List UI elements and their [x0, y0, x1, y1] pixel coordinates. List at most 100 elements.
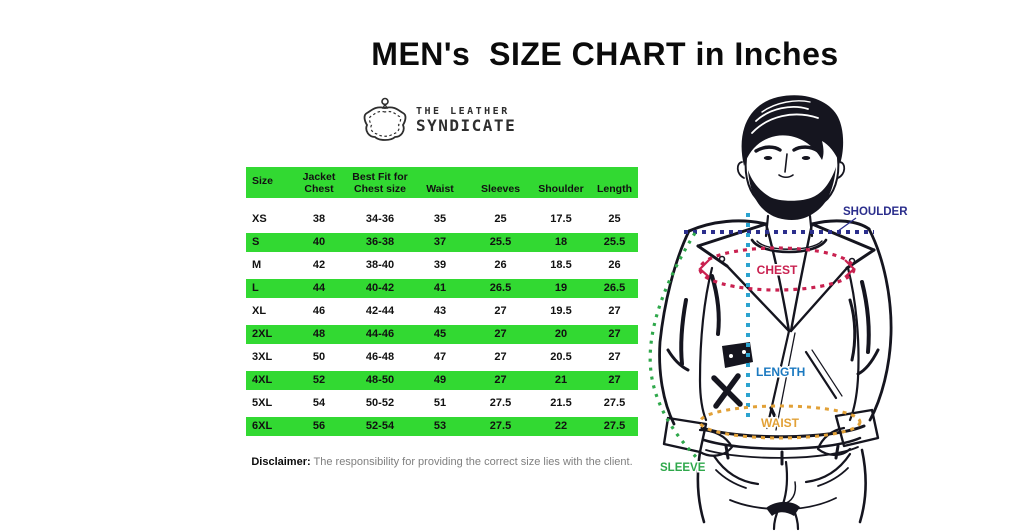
cell-sleeves: 27: [494, 374, 507, 386]
cell-waist: 51: [433, 397, 447, 409]
cell-chest-fit: 42-44: [365, 305, 395, 317]
disclaimer-text: The responsibility for providing the cor…: [310, 456, 633, 468]
chest-arrow-right: [844, 259, 856, 278]
cell-length: 25: [608, 213, 621, 225]
cell-shoulder: 18: [554, 236, 568, 248]
header-length: Length: [597, 183, 632, 195]
cell-jacket-chest: 42: [312, 259, 326, 271]
table-row-xs: XS 38 34-36 35 25 17.5 25: [246, 210, 638, 229]
cell-sleeves: 27: [494, 351, 507, 363]
header-waist: Waist: [426, 183, 454, 195]
cell-chest-fit: 44-46: [365, 328, 395, 340]
header-jacket-chest: Jacket Chest: [302, 171, 336, 195]
cell-sleeves: 27: [494, 305, 507, 317]
waist-label: WAIST: [761, 416, 800, 430]
cell-sleeves: 25: [494, 213, 507, 225]
table-row-3xl: 3XL 50 46-48 47 27 20.5 27: [246, 348, 638, 367]
header-best-fit: Best Fit for Chest size: [350, 171, 410, 195]
table-row-s: S 40 36-38 37 25.5 18 25.5: [246, 233, 638, 252]
cell-chest-fit: 34-36: [365, 213, 395, 225]
cell-sleeves: 27: [494, 328, 507, 340]
cell-shoulder: 22: [554, 420, 568, 432]
cell-size: XS: [252, 213, 267, 225]
cell-shoulder: 19: [554, 282, 568, 294]
cell-shoulder: 18.5: [550, 259, 572, 271]
chest-arrow-left: [698, 259, 710, 278]
cell-jacket-chest: 48: [312, 328, 326, 340]
table-header-row: Size Jacket Chest Best Fit for Chest siz…: [246, 167, 638, 198]
cell-shoulder: 20: [554, 328, 568, 340]
leather-hide-icon: [363, 97, 407, 141]
sleeve-label: SLEEVE: [660, 462, 706, 474]
waist-measure-ellipse: [698, 404, 862, 440]
cell-sleeves: 27.5: [489, 420, 512, 432]
hair: [741, 95, 844, 166]
cell-jacket-chest: 50: [312, 351, 326, 363]
cell-length: 27: [608, 305, 621, 317]
cell-sleeves: 26.5: [489, 282, 512, 294]
man-figure: [658, 95, 893, 531]
cell-waist: 43: [433, 305, 447, 317]
table-row-2xl: 2XL 48 44-46 45 27 20 27: [246, 325, 638, 344]
brand-logo: THE LEATHER SYNDICATE: [360, 96, 516, 144]
disclaimer-label: Disclaimer:: [251, 456, 311, 468]
cell-waist: 37: [433, 236, 447, 248]
chest-label: CHEST: [757, 263, 798, 277]
cell-shoulder: 21.5: [550, 397, 572, 409]
cell-shoulder: 19.5: [550, 305, 572, 317]
cell-size: 4XL: [252, 374, 273, 386]
cell-sleeves: 26: [494, 259, 507, 271]
cell-length: 26.5: [603, 282, 626, 294]
table-row-xl: XL 46 42-44 43 27 19.5 27: [246, 302, 638, 321]
length-label: LENGTH: [756, 365, 805, 379]
cell-size: 5XL: [252, 397, 273, 409]
cell-length: 26: [608, 259, 621, 271]
cell-jacket-chest: 52: [312, 374, 326, 386]
disclaimer: Disclaimer: The responsibility for provi…: [246, 456, 638, 468]
cell-shoulder: 17.5: [550, 213, 572, 225]
table-row-l: L 44 40-42 41 26.5 19 26.5: [246, 279, 638, 298]
shoulder-label: SHOULDER: [843, 206, 908, 218]
sleeve-measure-line: [648, 232, 699, 460]
cell-waist: 39: [433, 259, 447, 271]
cell-size: 6XL: [252, 420, 273, 432]
pocket-flap: [722, 342, 753, 368]
table-row-5xl: 5XL 54 50-52 51 27.5 21.5 27.5: [246, 394, 638, 413]
cell-chest-fit: 48-50: [365, 374, 395, 386]
cell-waist: 47: [433, 351, 447, 363]
cell-length: 27.5: [603, 397, 626, 409]
cell-jacket-chest: 38: [312, 213, 326, 225]
table-body: XS 38 34-36 35 25 17.5 25 S 40 36-38 37 …: [246, 210, 638, 436]
cell-size: XL: [252, 305, 267, 317]
table-row-4xl: 4XL 52 48-50 49 27 21 27: [246, 371, 638, 390]
header-best-fit-line2: Chest size: [354, 182, 406, 195]
header-shoulder: Shoulder: [538, 183, 584, 195]
brand-name-line1: THE LEATHER: [416, 106, 510, 117]
cell-length: 27: [608, 328, 621, 340]
cell-jacket-chest: 56: [312, 420, 326, 432]
size-table: Size Jacket Chest Best Fit for Chest siz…: [246, 167, 638, 440]
cell-waist: 35: [433, 213, 447, 225]
table-row-m: M 42 38-40 39 26 18.5 26: [246, 256, 638, 275]
cell-waist: 49: [433, 374, 447, 386]
cell-size: M: [252, 259, 262, 271]
measurement-labels: SHOULDER CHEST LENGTH WAIST SLEEVE: [659, 205, 910, 476]
cell-jacket-chest: 44: [312, 282, 326, 294]
cell-length: 25.5: [603, 236, 626, 248]
header-best-fit-line1: Best Fit for: [352, 171, 408, 183]
cell-jacket-chest: 46: [312, 305, 326, 317]
cell-waist: 41: [433, 282, 447, 294]
cell-size: S: [252, 236, 260, 248]
cell-length: 27.5: [603, 420, 626, 432]
header-size: Size: [252, 175, 274, 187]
header-sleeves: Sleeves: [480, 183, 521, 195]
brand-name-line2: SYNDICATE: [416, 116, 517, 135]
shoulder-pointer-line: [837, 217, 857, 232]
cell-chest-fit: 36-38: [365, 236, 395, 248]
cell-sleeves: 27.5: [489, 397, 512, 409]
brand-name: THE LEATHER SYNDICATE: [416, 106, 516, 134]
cell-chest-fit: 40-42: [365, 282, 395, 294]
cell-sleeves: 25.5: [489, 236, 512, 248]
cell-jacket-chest: 40: [312, 236, 326, 248]
